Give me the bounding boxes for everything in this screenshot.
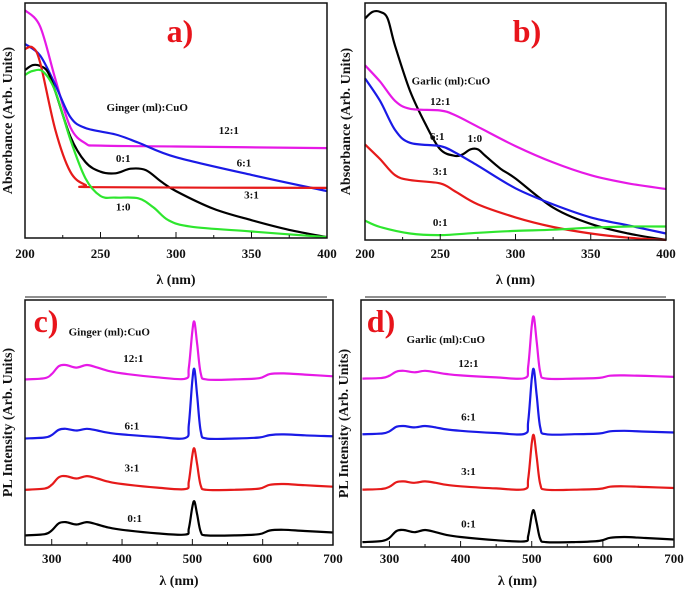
plot-frame (360, 299, 675, 548)
x-tick-label: 300 (380, 551, 400, 566)
panel-label: a) (167, 13, 194, 49)
series-label: 3:1 (125, 462, 140, 474)
x-tick-label: 300 (506, 246, 526, 261)
plot-frame (24, 299, 334, 546)
x-tick-label: 250 (431, 246, 451, 261)
x-tick-label: 200 (15, 246, 35, 261)
panel-a: 200 250 300 350 400 λ (nm) Absorbance (Arb. Un… (1, 2, 337, 288)
x-tick-label: 500 (183, 551, 203, 566)
series-line-0-1 (364, 219, 667, 237)
series-line-3-1 (24, 45, 328, 189)
x-axis-label: λ (nm) (496, 273, 535, 288)
panel-label: d) (367, 303, 395, 339)
x-tick-label: 200 (355, 246, 375, 261)
x-tick-label: 700 (664, 551, 684, 566)
y-axis-label: PL Intensity (Arb. Units) (337, 348, 352, 498)
series-line-3-1 (362, 433, 675, 492)
series-label: 12:1 (430, 96, 450, 108)
x-tick-label: 400 (317, 246, 337, 261)
legend-title: Garlic (ml):CuO (412, 76, 491, 88)
x-tick-label: 600 (593, 551, 613, 566)
x-tick-label: 300 (42, 551, 62, 566)
x-tick-label: 400 (656, 246, 676, 261)
legend-title: Garlic (ml):CuO (407, 334, 486, 346)
panel-label: b) (513, 13, 541, 49)
x-tick-label: 400 (451, 551, 471, 566)
series-line-12-1 (364, 64, 667, 191)
x-tick-label: 600 (253, 551, 273, 566)
x-axis-label: λ (nm) (159, 574, 198, 589)
series-line-0-1 (24, 63, 328, 239)
series-line-1-0 (364, 9, 667, 242)
legend-title: Ginger (ml):CuO (107, 102, 189, 114)
y-axis-label: Absorbance (Arb. Units) (339, 47, 354, 195)
x-tick-label: 350 (581, 246, 601, 261)
series-line-3-1 (364, 143, 667, 242)
series-label: 0:1 (116, 153, 131, 165)
series-label: 6:1 (461, 412, 476, 424)
series-label: 6:1 (430, 131, 445, 143)
x-axis-label: λ (nm) (156, 273, 195, 288)
series-label: 0:1 (433, 217, 448, 229)
series-label: 3:1 (461, 466, 476, 478)
series-line-12-1 (24, 9, 328, 150)
series-line-12-1 (362, 315, 675, 381)
series-line-0-1 (24, 500, 334, 537)
y-axis-label: PL Intensity (Arb. Units) (1, 347, 16, 497)
series-line-0-1 (362, 509, 675, 544)
panel-label: c) (34, 303, 59, 339)
series-line-3-1 (24, 447, 334, 492)
series-line-12-1 (24, 320, 334, 381)
legend-title: Ginger (ml):CuO (69, 326, 151, 338)
x-tick-label: 700 (323, 551, 343, 566)
series-label: 6:1 (237, 157, 252, 169)
x-tick-label: 400 (112, 551, 132, 566)
series-label: 0:1 (461, 518, 476, 530)
x-tick-label: 350 (242, 246, 262, 261)
series-label: 1:0 (468, 133, 483, 145)
series-label: 12:1 (458, 358, 478, 370)
series-line-6-1 (364, 77, 667, 235)
x-tick-label: 500 (522, 551, 542, 566)
x-axis-label: λ (nm) (498, 574, 537, 589)
panel-c: 300 400 500 600 700 λ (nm) PL Intensity (Arb. … (1, 299, 343, 589)
series-label: 12:1 (123, 353, 143, 365)
panel-b: 200 250 300 350 400 λ (nm) Absorbance (Arb. Un… (339, 2, 676, 288)
series-line-6-1 (362, 367, 675, 436)
x-tick-label: 300 (166, 246, 186, 261)
series-label: 0:1 (127, 513, 142, 525)
series-line-1-0 (24, 68, 328, 239)
series-label: 6:1 (125, 420, 140, 432)
series-label: 12:1 (219, 125, 239, 137)
panel-d: 300 400 500 600 700 λ (nm) PL Intensity (Arb. … (337, 299, 684, 589)
series-label: 3:1 (244, 190, 259, 202)
series-line-6-1 (24, 43, 328, 193)
y-axis-label: Absorbance (Arb. Units) (1, 46, 16, 194)
series-label: 1:0 (116, 201, 131, 213)
x-tick-label: 250 (91, 246, 111, 261)
series-label: 3:1 (433, 166, 448, 178)
series-line-6-1 (24, 367, 334, 441)
